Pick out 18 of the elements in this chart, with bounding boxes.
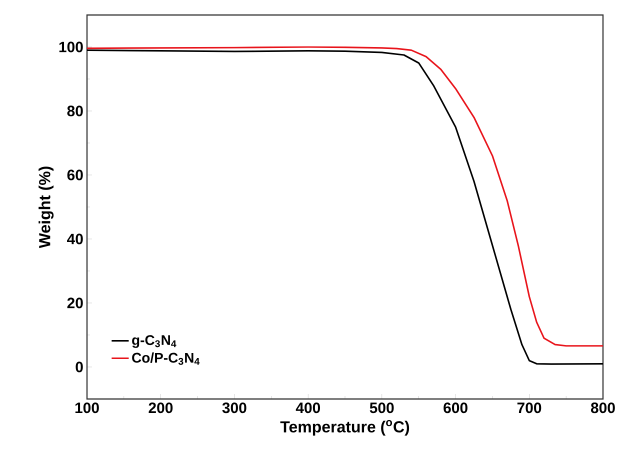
x-tick-label: 200 — [148, 402, 173, 414]
y-tick-label: 100 — [59, 42, 83, 52]
x-tick-label: 400 — [296, 402, 320, 414]
y-tick-label: 80 — [67, 106, 83, 116]
y-tick-label: 60 — [67, 170, 83, 180]
x-tick-label: 700 — [517, 402, 542, 414]
x-axis-title: Temperature ($^{o}$C) — [280, 420, 410, 436]
y-tick-label: 40 — [67, 234, 83, 244]
x-tick-label: 600 — [444, 402, 468, 414]
x-tick-label: 800 — [590, 402, 615, 414]
x-tick-label: 300 — [222, 402, 246, 414]
y-tick-label: 0 — [76, 362, 83, 372]
x-tick-label: 100 — [75, 402, 99, 414]
legend-label: Co/P-C$_{3}$N$_{4}$ — [132, 352, 200, 365]
legend-label: g-C$_{3}$N$_{4}$ — [132, 335, 176, 348]
x-tick-label: 500 — [370, 402, 394, 414]
y-tick-label: 20 — [67, 298, 83, 308]
y-axis-title: Weight (%) — [38, 166, 54, 248]
